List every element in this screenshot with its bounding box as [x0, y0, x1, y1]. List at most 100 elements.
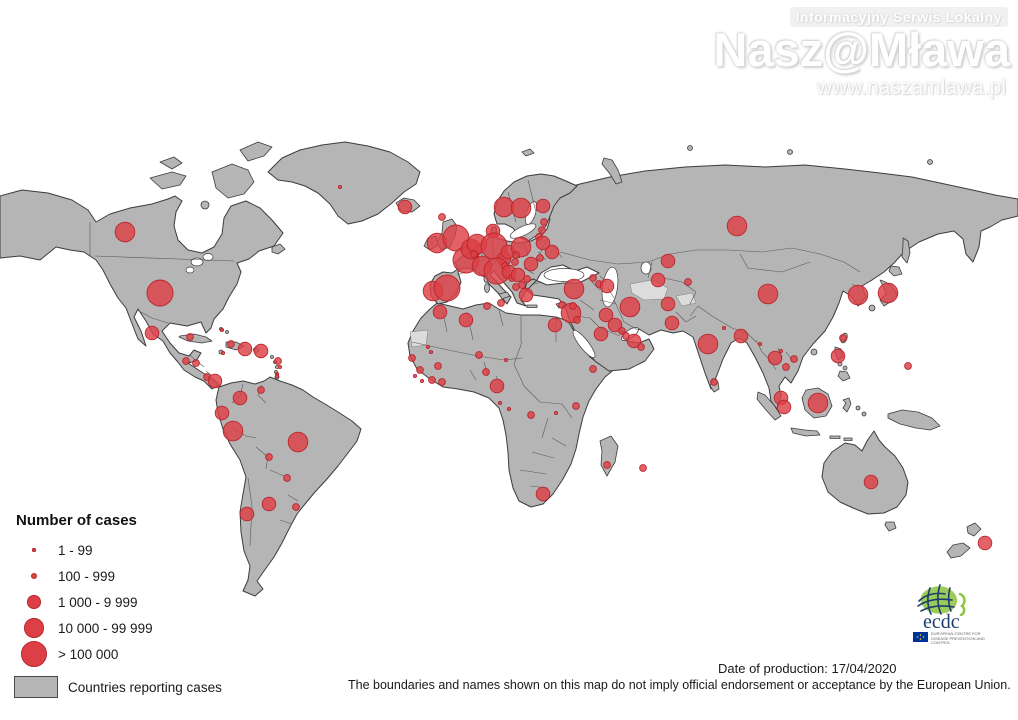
- map-legend: Number of cases 1 - 99 100 - 999 1 000 - 9…: [10, 512, 222, 698]
- case-bubble: [637, 343, 645, 351]
- case-bubble: [182, 357, 190, 365]
- case-bubble: [433, 274, 461, 302]
- case-bubble: [877, 282, 899, 304]
- land-layer: [0, 141, 1018, 597]
- case-bubble: [419, 378, 425, 384]
- case-bubble: [261, 496, 277, 512]
- case-bubble: [428, 349, 434, 355]
- case-bubble: [220, 350, 226, 356]
- case-bubble: [603, 461, 611, 469]
- case-bubble: [904, 362, 912, 370]
- case-bubble: [572, 402, 580, 410]
- case-bubble: [619, 296, 641, 318]
- legend-size-item: > 100 000: [10, 641, 222, 667]
- case-bubble: [511, 258, 519, 266]
- legend-title: Number of cases: [16, 512, 137, 529]
- case-bubble: [283, 474, 291, 482]
- legend-size-label: 100 - 999: [58, 568, 116, 584]
- case-bubble: [535, 198, 551, 214]
- case-bubble: [265, 453, 273, 461]
- ecdc-caption: EUROPEAN CENTRE FOR DISEASE PREVENTION A…: [931, 631, 985, 645]
- case-bubble: [232, 390, 248, 406]
- landmass-australia: [821, 430, 909, 515]
- case-bubble: [512, 251, 520, 259]
- landmass-africa: [407, 302, 618, 508]
- case-bubble: [222, 420, 244, 442]
- watermark-brand: Nasz@Mława: [713, 23, 1010, 76]
- case-bubble: [489, 378, 505, 394]
- case-bubble: [807, 392, 829, 414]
- case-bubble: [219, 327, 225, 333]
- ecdc-globe-icon: ecdc: [913, 584, 966, 642]
- case-bubble: [721, 325, 727, 331]
- case-bubble: [253, 343, 269, 359]
- case-bubble: [274, 373, 280, 379]
- non-reporting-country: [409, 329, 429, 348]
- case-bubble: [458, 312, 474, 328]
- legend-size-label: 1 - 99: [58, 542, 93, 558]
- case-bubble: [757, 341, 763, 347]
- legend-size-item: 10 000 - 99 999: [10, 615, 222, 641]
- case-bubble: [639, 464, 647, 472]
- reporting-country-swatch: [14, 676, 58, 698]
- case-bubble: [192, 359, 200, 367]
- watermark-url: www.naszamlawa.pl: [816, 76, 1006, 99]
- case-bubble: [790, 355, 798, 363]
- case-bubble: [536, 254, 544, 262]
- case-bubble: [523, 275, 531, 283]
- watermark-tagline: Informacyjny Serwis Lokalny: [789, 7, 1008, 27]
- case-bubble: [535, 486, 551, 502]
- legend-size-rows: 1 - 99 100 - 999 1 000 - 9 999 10 000 - 99 …: [10, 537, 222, 667]
- case-bubble: [292, 503, 300, 511]
- case-bubble: [257, 386, 265, 394]
- case-bubble: [428, 376, 436, 384]
- case-bubble: [207, 373, 223, 389]
- case-bubble: [432, 304, 448, 320]
- case-bubble: [589, 274, 597, 282]
- case-bubble: [697, 333, 719, 355]
- case-bubble: [114, 221, 136, 243]
- case-bubble: [660, 253, 676, 269]
- case-bubble: [830, 348, 846, 364]
- case-bubble: [438, 378, 446, 386]
- case-bubble: [563, 278, 585, 300]
- case-bubble: [186, 333, 194, 341]
- case-bubble: [726, 215, 748, 237]
- case-bubble: [535, 235, 551, 251]
- case-bubble: [847, 284, 869, 306]
- case-bubble: [237, 341, 253, 357]
- case-bubble: [650, 272, 666, 288]
- case-bubble: [146, 279, 174, 307]
- case-bubble: [274, 357, 282, 365]
- case-bubble: [839, 334, 847, 342]
- case-bubble: [977, 535, 993, 551]
- case-bubble: [214, 405, 230, 421]
- case-bubble: [287, 431, 309, 453]
- case-bubble: [518, 287, 534, 303]
- landmass-greenland: [267, 141, 421, 225]
- date-of-production: Date of production: 17/04/2020: [718, 661, 897, 676]
- case-bubble: [569, 302, 577, 310]
- legend-size-item: 100 - 999: [10, 563, 222, 589]
- case-bubble: [512, 283, 520, 291]
- case-bubble: [733, 328, 749, 344]
- case-bubble: [506, 406, 512, 412]
- reporting-label: Countries reporting cases: [68, 679, 222, 695]
- legend-size-item: 1 - 99: [10, 537, 222, 563]
- case-bubble: [239, 506, 255, 522]
- case-bubble: [598, 307, 614, 323]
- case-bubble: [776, 399, 792, 415]
- case-bubble: [553, 410, 559, 416]
- landmass-south-america: [215, 376, 362, 597]
- case-bubble: [482, 368, 490, 376]
- case-bubble: [538, 226, 546, 234]
- legend-reporting-row: Countries reporting cases: [10, 676, 222, 698]
- case-bubble: [408, 354, 416, 362]
- non-reporting-country: [675, 292, 697, 307]
- case-bubble: [710, 378, 718, 386]
- legend-size-circle: [30, 572, 38, 580]
- legend-size-item: 1 000 - 9 999: [10, 589, 222, 615]
- case-bubble: [607, 317, 623, 333]
